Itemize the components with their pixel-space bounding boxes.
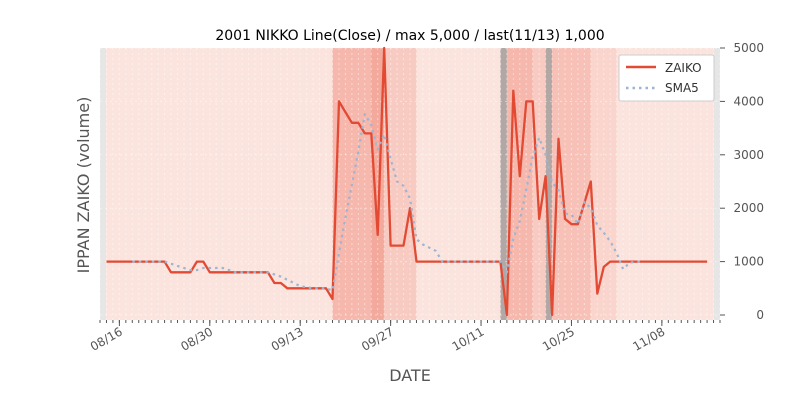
background-band-6 — [552, 48, 591, 320]
x-tick-label: 10/25 — [540, 324, 577, 353]
x-tick-label: 08/16 — [88, 324, 125, 353]
chart-title: 2001 NIKKO Line(Close) / max 5,000 / las… — [215, 28, 604, 44]
y-tick-label: 3000 — [733, 148, 764, 162]
background-band-5 — [545, 48, 553, 320]
background-band-2 — [500, 48, 507, 320]
series-line-zaiko — [106, 46, 708, 317]
x-tick-label: 10/11 — [450, 324, 487, 353]
y-tick-label: 2000 — [733, 201, 764, 215]
x-tick-label: 08/30 — [178, 324, 215, 353]
background-band-4 — [532, 48, 546, 320]
x-axis-label: DATE — [389, 366, 431, 385]
series-lines — [106, 46, 708, 317]
y-tick-label: 1000 — [733, 255, 764, 269]
y-axis: 0 1000 2000 3000 4000 5000 — [720, 41, 764, 322]
y-tick-label: 0 — [756, 308, 764, 322]
legend-label-sma5: SMA5 — [665, 81, 699, 95]
y-tick-label: 5000 — [733, 41, 764, 55]
x-tick-label: 09/27 — [359, 324, 396, 353]
series-line-sma5 — [132, 113, 643, 292]
x-tick-label: 11/08 — [630, 324, 667, 353]
y-axis-label: IPPAN ZAIKO (volume) — [74, 97, 93, 274]
plot-edge-right — [714, 48, 720, 320]
legend-label-zaiko: ZAIKO — [665, 61, 702, 75]
legend: ZAIKO SMA5 — [618, 54, 715, 102]
y-tick-label: 4000 — [733, 94, 764, 108]
plot-area — [100, 48, 720, 320]
x-tick-label: 09/13 — [269, 324, 306, 353]
x-axis: 08/16 08/30 09/13 09/27 10/11 10/25 11/08 — [88, 320, 721, 354]
plot-edge-left — [100, 48, 106, 320]
